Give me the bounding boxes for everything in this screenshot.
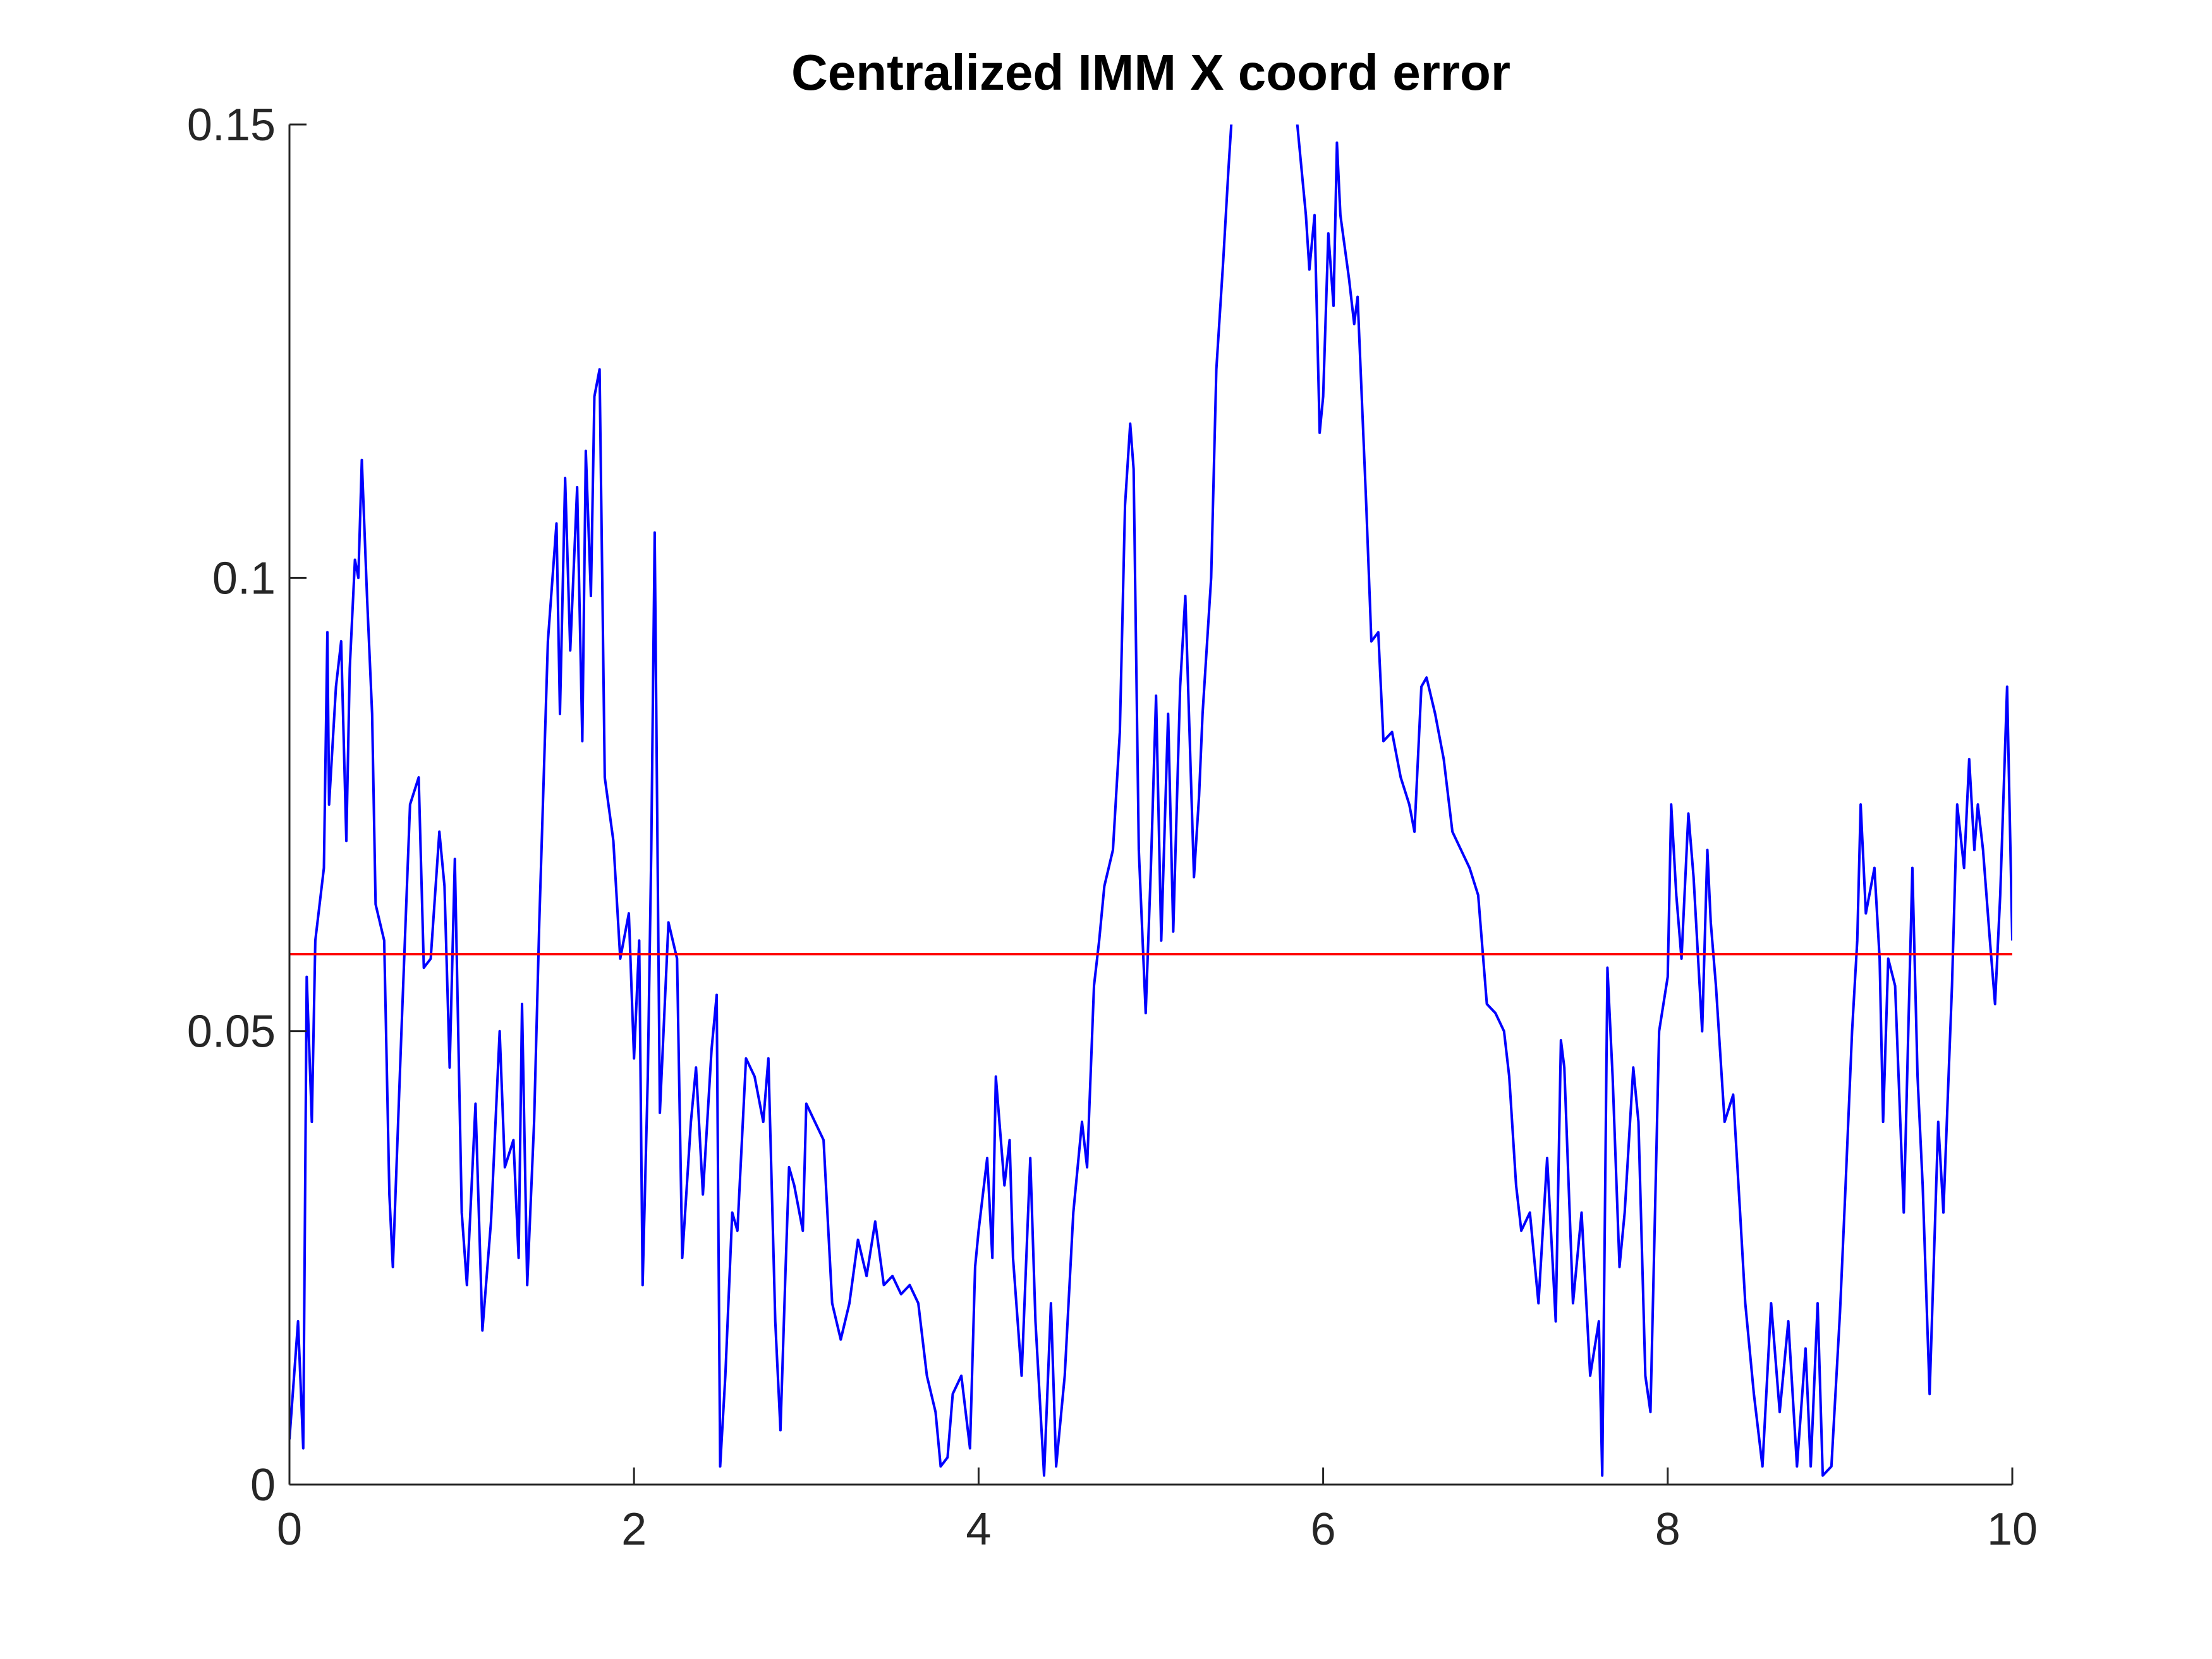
y-tick-label: 0.05	[187, 1007, 276, 1057]
y-tick-label: 0.1	[212, 553, 276, 604]
x-tick-label: 8	[1655, 1504, 1680, 1555]
plot-area	[289, 125, 2012, 1477]
chart-title: Centralized IMM X coord error	[791, 44, 1510, 100]
x-tick-label: 4	[966, 1504, 991, 1555]
data-line	[289, 125, 2012, 1477]
y-tick-label: 0	[250, 1460, 276, 1510]
x-tick-label: 10	[1987, 1504, 2038, 1555]
x-tick-label: 2	[621, 1504, 647, 1555]
x-tick-label: 0	[277, 1504, 302, 1555]
x-tick-label: 6	[1311, 1504, 1336, 1555]
y-tick-label: 0.15	[187, 100, 276, 150]
